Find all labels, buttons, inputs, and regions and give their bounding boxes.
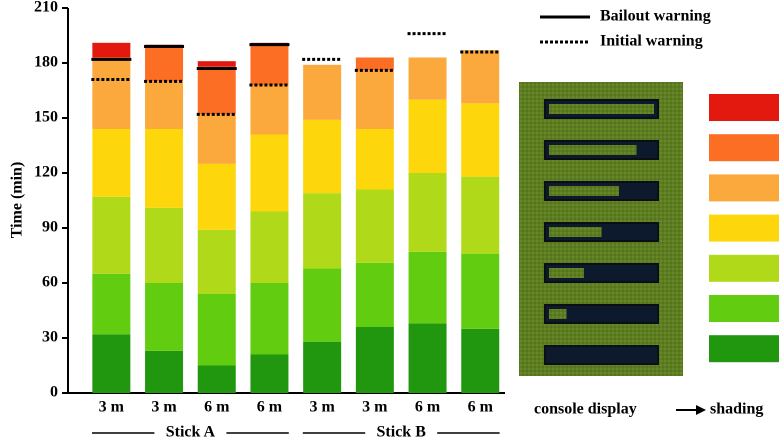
- bar-segment: [197, 114, 236, 164]
- x-tick-label: 3 m: [151, 399, 177, 416]
- shading-swatch: [709, 214, 779, 242]
- group-label: Stick A: [166, 424, 216, 441]
- x-tick-label: 3 m: [309, 399, 335, 416]
- bar-segment: [250, 134, 289, 212]
- bar-segment: [145, 81, 184, 129]
- bar-segment: [197, 229, 236, 294]
- bar-segment: [197, 294, 236, 366]
- bar-segment: [408, 57, 447, 100]
- legend-label: Initial warning: [600, 33, 703, 50]
- bar-segment: [355, 189, 394, 263]
- bar-segment: [250, 283, 289, 355]
- bar-segment: [92, 57, 131, 129]
- bar-segment: [145, 207, 184, 283]
- shading-swatch: [709, 295, 779, 322]
- bar-segment: [461, 50, 500, 104]
- y-tick-label: 30: [42, 329, 58, 346]
- y-tick-label: 150: [34, 109, 58, 126]
- bar-segment: [92, 42, 131, 58]
- bar-segment: [250, 354, 289, 393]
- x-tick-label: 6 m: [415, 399, 441, 416]
- console-bar-fill: [549, 145, 637, 155]
- bar-segment: [355, 327, 394, 393]
- bar-segment: [250, 44, 289, 85]
- bar-segment: [250, 211, 289, 283]
- bar-segment: [408, 251, 447, 324]
- bar-segment: [92, 273, 131, 335]
- group-label: Stick B: [377, 424, 427, 441]
- x-tick-label: 6 m: [204, 399, 230, 416]
- bar-segment: [461, 176, 500, 254]
- y-tick-label: 180: [34, 54, 58, 71]
- panel-label: shading: [710, 401, 763, 418]
- x-tick-label: 3 m: [99, 399, 125, 416]
- bar-segment: [355, 129, 394, 190]
- bar-segment: [250, 85, 289, 135]
- shading-swatch: [709, 134, 779, 162]
- bar-segment: [145, 350, 184, 393]
- bar-segment: [461, 103, 500, 177]
- bar-segment: [145, 283, 184, 351]
- y-axis-label: Time (min): [9, 162, 26, 239]
- console-bar-fill: [549, 186, 619, 196]
- bar-segment: [145, 129, 184, 208]
- x-tick-label: 6 m: [257, 399, 283, 416]
- bar-segment: [355, 262, 394, 327]
- bar-segment: [303, 268, 342, 342]
- bar-segment: [408, 173, 447, 252]
- console-bar-frame: [544, 304, 659, 324]
- bar-segment: [461, 328, 500, 393]
- console-bar-fill: [549, 104, 654, 114]
- shading-swatch: [709, 254, 779, 282]
- console-bar-fill: [549, 227, 602, 237]
- panel-label: console display: [534, 401, 637, 418]
- y-tick-label: 0: [50, 384, 58, 401]
- bar-segment: [303, 341, 342, 393]
- bar-segment: [145, 46, 184, 82]
- bar-segment: [303, 119, 342, 194]
- arrow-head: [696, 405, 706, 415]
- bar-segment: [355, 57, 394, 71]
- bar-segment: [197, 61, 236, 67]
- x-tick-label: 6 m: [468, 399, 494, 416]
- bar-segment: [92, 334, 131, 393]
- bar-segment: [197, 163, 236, 230]
- y-tick-label: 60: [42, 274, 58, 291]
- x-tick-label: 3 m: [362, 399, 388, 416]
- shading-swatch: [709, 174, 779, 202]
- bar-segment: [303, 193, 342, 269]
- bar-segment: [92, 196, 131, 274]
- shading-swatch: [709, 94, 779, 121]
- console-bar-frame: [544, 345, 659, 365]
- shading-swatch: [709, 335, 779, 363]
- console-bar-fill: [549, 268, 584, 278]
- bar-segment: [92, 129, 131, 197]
- y-tick-label: 120: [34, 164, 58, 181]
- legend-label: Bailout warning: [600, 8, 711, 25]
- bar-segment: [355, 70, 394, 129]
- bar-segment: [461, 253, 500, 329]
- bar-segment: [303, 64, 342, 120]
- console-bar-fill: [549, 309, 567, 319]
- bar-segment: [197, 365, 236, 393]
- bar-segment: [197, 66, 236, 115]
- bar-segment: [408, 99, 447, 173]
- y-tick-label: 210: [34, 0, 58, 16]
- bar-segment: [408, 323, 447, 393]
- y-tick-label: 90: [42, 219, 58, 236]
